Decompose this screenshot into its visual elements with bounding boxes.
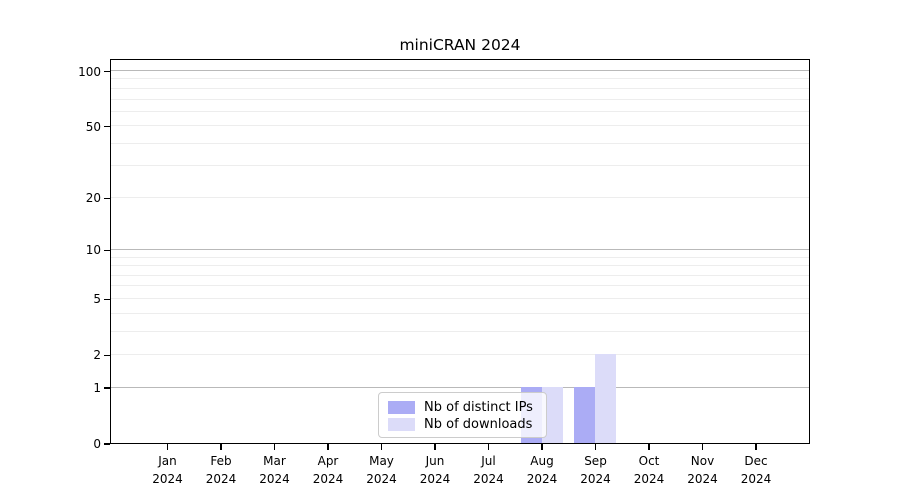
x-tick-label-year: 2024 — [687, 472, 718, 486]
x-tick-label-year: 2024 — [580, 472, 611, 486]
x-tick-label-month: Mar — [263, 454, 286, 468]
x-tick-label-month: Dec — [744, 454, 768, 468]
gridline-y-90 — [111, 78, 809, 80]
gridline-y-4 — [111, 312, 809, 314]
x-tick-label-8: Aug 2024 — [510, 452, 574, 488]
x-tick-label-month: Jan — [158, 454, 177, 468]
x-tick-label-year: 2024 — [633, 472, 665, 486]
y-tick-mark-20 — [104, 197, 110, 199]
chart-title: miniCRAN 2024 — [399, 36, 521, 54]
y-tick-mark-1 — [104, 387, 110, 389]
y-tick-mark-10 — [104, 249, 110, 252]
x-tick-label-month: Oct — [638, 454, 660, 468]
x-tick-mark-11 — [701, 444, 704, 450]
gridline-y-6 — [111, 285, 809, 287]
y-tick-label-1: 1 — [93, 381, 101, 396]
x-tick-label-month: Apr — [317, 454, 339, 468]
x-tick-label-month: Nov — [690, 454, 715, 468]
x-tick-label-6: Jun 2024 — [403, 452, 467, 488]
y-tick-label-10: 10 — [85, 243, 101, 258]
gridline-y-30 — [111, 165, 809, 167]
legend-row-distinct-ips: Nb of distinct IPs — [388, 399, 537, 416]
gridline-y-1 — [111, 386, 809, 388]
bar-downloads-sep — [595, 354, 616, 443]
gridline-y-50 — [111, 125, 809, 127]
legend-label-distinct-ips: Nb of distinct IPs — [424, 400, 533, 415]
x-tick-mark-6 — [434, 444, 436, 450]
x-tick-label-1: Jan 2024 — [136, 452, 200, 488]
x-tick-mark-8 — [541, 444, 543, 450]
gridline-y-70 — [111, 98, 809, 100]
x-tick-mark-9 — [594, 444, 597, 450]
x-tick-label-10: Oct 2024 — [617, 452, 681, 488]
x-tick-label-year: 2024 — [152, 472, 183, 486]
x-tick-mark-12 — [755, 444, 757, 450]
y-tick-label-0: 0 — [93, 437, 101, 451]
gridline-y-8 — [111, 265, 809, 267]
x-tick-label-year: 2024 — [419, 472, 451, 486]
y-tick-mark-50 — [104, 126, 110, 128]
y-tick-mark-0 — [104, 443, 110, 445]
legend-swatch-distinct-ips-icon — [388, 401, 415, 414]
x-tick-mark-1 — [166, 444, 169, 450]
gridline-y-40 — [111, 142, 809, 144]
y-tick-mark-100 — [104, 70, 110, 73]
x-tick-label-5: May 2024 — [350, 452, 414, 488]
x-tick-label-4: Apr 2024 — [296, 452, 360, 488]
gridline-y-2 — [111, 353, 809, 355]
gridline-y-10 — [111, 249, 809, 250]
gridline-y-60 — [111, 110, 809, 112]
gridline-y-80 — [111, 87, 809, 89]
x-tick-mark-3 — [273, 444, 276, 450]
y-tick-label-5: 5 — [93, 292, 101, 307]
x-tick-label-month: Jul — [481, 454, 496, 468]
y-tick-label-100: 100 — [78, 64, 101, 79]
legend-row-downloads: Nb of downloads — [388, 416, 537, 433]
y-tick-mark-5 — [104, 298, 110, 301]
x-tick-label-7: Jul 2024 — [457, 452, 521, 488]
x-tick-label-year: 2024 — [526, 472, 558, 486]
x-tick-label-month: Sep — [584, 454, 607, 468]
gridline-y-7 — [111, 274, 809, 276]
x-tick-label-3: Mar 2024 — [243, 452, 307, 488]
legend: Nb of distinct IPs Nb of downloads — [378, 392, 547, 438]
x-tick-label-year: 2024 — [740, 472, 772, 486]
x-tick-label-month: Feb — [210, 454, 232, 468]
y-tick-mark-2 — [104, 354, 110, 356]
x-tick-label-9: Sep 2024 — [564, 452, 628, 488]
y-tick-label-50: 50 — [85, 119, 101, 134]
legend-swatch-downloads-icon — [388, 418, 415, 431]
gridline-y-9 — [111, 256, 809, 258]
x-tick-label-month: Jun — [425, 454, 445, 468]
x-tick-label-month: May — [369, 454, 394, 468]
x-tick-mark-5 — [380, 444, 383, 450]
plot-area — [110, 59, 810, 444]
gridline-y-5 — [111, 297, 809, 299]
x-tick-mark-2 — [220, 444, 222, 450]
x-tick-label-year: 2024 — [259, 472, 290, 486]
x-tick-label-year: 2024 — [366, 472, 397, 486]
x-tick-label-year: 2024 — [205, 472, 237, 486]
x-tick-label-2: Feb 2024 — [189, 452, 253, 488]
x-tick-label-year: 2024 — [312, 472, 344, 486]
x-tick-mark-7 — [487, 444, 490, 450]
y-tick-label-20: 20 — [85, 191, 101, 206]
x-tick-label-year: 2024 — [473, 472, 504, 486]
gridline-y-20 — [111, 196, 809, 198]
bar-distinct-ips-sep — [574, 387, 595, 443]
legend-label-downloads: Nb of downloads — [424, 417, 533, 432]
gridline-y-100 — [111, 70, 809, 72]
x-tick-label-12: Dec 2024 — [724, 452, 788, 488]
x-tick-mark-10 — [648, 444, 650, 450]
x-tick-mark-4 — [327, 444, 329, 450]
x-tick-label-month: Aug — [530, 454, 554, 468]
y-tick-label-2: 2 — [93, 348, 101, 363]
gridline-y-3 — [111, 330, 809, 332]
x-tick-label-11: Nov 2024 — [671, 452, 735, 488]
